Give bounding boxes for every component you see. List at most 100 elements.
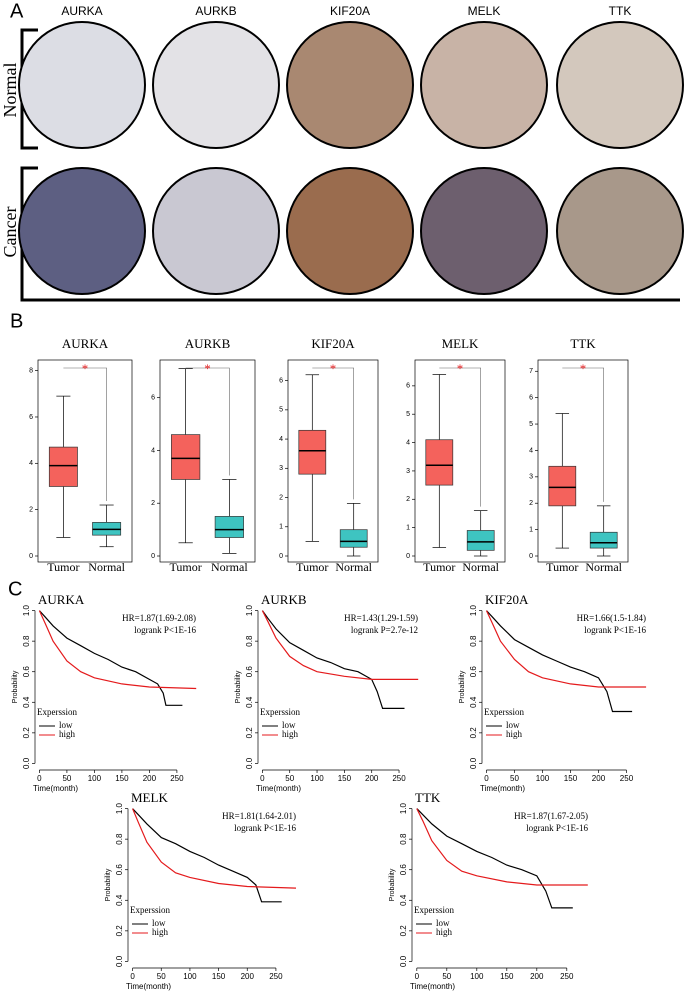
chart-title: AURKA: [38, 592, 85, 607]
legend-label: low: [282, 720, 296, 730]
group-label: Tumor: [423, 560, 455, 574]
y-axis-label: Probability: [12, 670, 19, 703]
x-axis-label: Time(month): [126, 982, 171, 991]
significance: *: [330, 361, 337, 376]
gene-label: TTK: [609, 4, 632, 18]
panel-label: C: [8, 578, 22, 600]
survival-curve: [486, 610, 633, 713]
legend-label: low: [59, 720, 73, 730]
significance-bracket: [185, 367, 230, 476]
y-tick-label: 0.6: [22, 666, 31, 678]
legend-label: low: [506, 720, 520, 730]
logrank: logrank P<1E-16: [234, 823, 296, 833]
legend-title: Experssion: [260, 707, 300, 717]
y-tick-label: 0.4: [245, 696, 254, 708]
chart-title: MELK: [442, 336, 479, 351]
x-tick-label: 200: [365, 774, 379, 783]
y-tick-label: 4: [529, 447, 533, 454]
survival-curve: [38, 610, 183, 706]
chart-title: AURKA: [62, 336, 109, 351]
legend-label: low: [152, 918, 166, 928]
y-tick-label: 5: [279, 407, 283, 414]
y-tick-label: 0.4: [399, 894, 408, 906]
legend-title: Experssion: [484, 707, 524, 717]
y-tick-label: 1.0: [469, 604, 478, 616]
panel-label: B: [10, 310, 23, 332]
row-label: Normal: [0, 63, 20, 118]
y-tick-label: 5: [406, 411, 410, 418]
survival-curve: [132, 808, 282, 903]
survival-curve: [485, 610, 647, 688]
x-axis-label: Time(month): [410, 982, 455, 991]
box: [466, 530, 495, 551]
significance-bracket: [63, 367, 107, 502]
group-label: Normal: [335, 560, 372, 574]
box: [298, 429, 327, 475]
group-label: Normal: [585, 560, 622, 574]
y-tick-label: 1.0: [245, 604, 254, 616]
y-tick-label: 0.4: [115, 894, 124, 906]
y-tick-label: 3: [279, 465, 283, 472]
box: [548, 465, 577, 507]
legend-label: high: [436, 927, 453, 937]
tissue-image: [420, 167, 548, 295]
legend-label: high: [506, 729, 523, 739]
y-tick-label: 6: [406, 383, 410, 390]
y-tick-label: 4: [29, 460, 33, 467]
group-label: Tumor: [47, 560, 79, 574]
chart-title: KIF20A: [311, 336, 355, 351]
y-tick-label: 0: [279, 553, 283, 560]
y-tick-label: 6: [529, 395, 533, 402]
legend-label: high: [282, 729, 299, 739]
tissue-image: [152, 167, 280, 295]
group-label: Normal: [211, 560, 248, 574]
y-tick-label: 1: [279, 524, 283, 531]
y-tick-label: 1: [406, 524, 410, 531]
group-label: Tumor: [546, 560, 578, 574]
y-tick-label: 0: [151, 553, 155, 560]
box: [48, 446, 78, 487]
legend-label: low: [436, 918, 450, 928]
plot-frame: [159, 359, 256, 563]
x-tick-label: 150: [338, 774, 352, 783]
chart-title: KIF20A: [485, 592, 529, 607]
hazard-ratio: HR=1.66(1.5-1.84): [577, 613, 646, 623]
tissue-image: [18, 167, 146, 295]
tissue-image: [152, 21, 280, 149]
y-tick-label: 0.6: [115, 864, 124, 876]
y-tick-label: 3: [406, 468, 410, 475]
x-tick-label: 200: [530, 972, 544, 981]
y-tick-label: 7: [529, 368, 533, 375]
x-tick-label: 50: [157, 972, 166, 981]
y-tick-label: 0.4: [22, 696, 31, 708]
y-tick-label: 6: [151, 395, 155, 402]
logrank: logrank P<1E-16: [584, 625, 646, 635]
box: [171, 434, 201, 480]
plot-frame: [537, 359, 629, 563]
y-tick-label: 1.0: [115, 802, 124, 814]
x-tick-label: 200: [241, 972, 255, 981]
hazard-ratio: HR=1.43(1.29-1.59): [344, 613, 418, 623]
x-tick-label: 250: [392, 774, 406, 783]
significance-bracket: [312, 367, 354, 500]
group-label: Normal: [462, 560, 499, 574]
significance-bracket: [439, 367, 481, 507]
x-tick-label: 250: [620, 774, 634, 783]
y-tick-label: 0.8: [115, 833, 124, 845]
x-tick-label: 200: [143, 774, 157, 783]
legend-label: high: [152, 927, 169, 937]
significance: *: [580, 361, 587, 376]
y-tick-label: 2: [529, 500, 533, 507]
x-tick-label: 250: [269, 972, 283, 981]
box: [425, 439, 454, 486]
y-axis-label: Probability: [235, 670, 242, 703]
y-tick-label: 0.8: [245, 635, 254, 647]
x-tick-label: 100: [470, 972, 484, 981]
survival-curve: [38, 610, 197, 690]
gene-label: AURKA: [61, 4, 102, 18]
y-tick-label: 4: [151, 447, 155, 454]
y-tick-label: 0.4: [469, 696, 478, 708]
legend-label: high: [59, 729, 76, 739]
x-tick-label: 150: [564, 774, 578, 783]
